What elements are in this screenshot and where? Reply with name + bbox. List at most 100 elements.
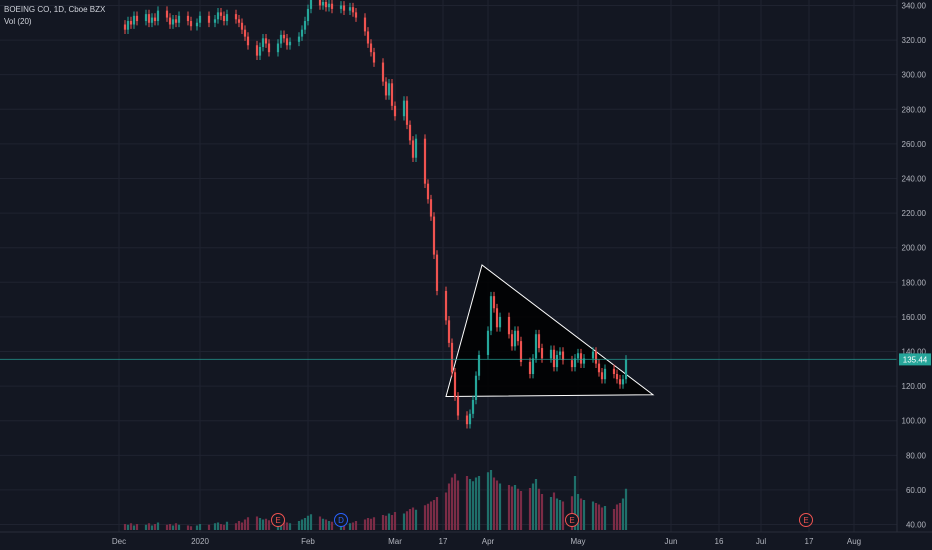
candle-body xyxy=(171,19,175,25)
candle-body xyxy=(255,45,259,56)
candle-body xyxy=(246,36,250,46)
y-tick-label: 200.00 xyxy=(902,244,927,253)
volume-bar xyxy=(582,500,586,530)
volume-bar xyxy=(297,521,301,530)
volume-bar xyxy=(423,505,427,530)
volume-bar xyxy=(240,522,244,530)
candle-body xyxy=(534,334,538,359)
candle-body xyxy=(237,19,241,23)
volume-bar xyxy=(492,477,496,530)
volume-bar xyxy=(405,511,409,530)
candle-body xyxy=(366,31,370,44)
candle-body xyxy=(435,254,439,291)
volume-bar xyxy=(246,517,250,530)
candle-body xyxy=(549,349,553,359)
volume-bar xyxy=(237,521,241,530)
volume-bar xyxy=(612,509,616,530)
volume-bar xyxy=(435,497,439,530)
volume-bar xyxy=(207,524,211,530)
candle-body xyxy=(555,354,559,368)
legend-symbol[interactable]: BOEING CO, 1D, Cboe BZX xyxy=(4,5,106,14)
volume-bar xyxy=(219,524,223,530)
candle-body xyxy=(369,43,373,53)
volume-bar xyxy=(309,514,313,530)
volume-bar xyxy=(471,481,475,530)
x-tick-label: Aug xyxy=(847,537,861,546)
volume-bar xyxy=(411,507,415,530)
y-tick-label: 300.00 xyxy=(902,71,927,80)
candle-body xyxy=(321,2,325,6)
volume-bar xyxy=(426,503,430,530)
candle-body xyxy=(387,83,391,96)
volume-bar xyxy=(306,515,310,530)
candle-body xyxy=(150,17,154,23)
volume-bar xyxy=(267,520,271,530)
volume-bar xyxy=(555,498,559,530)
volume-bar xyxy=(171,525,175,530)
candle-body xyxy=(189,21,193,27)
volume-bar xyxy=(558,500,562,530)
candle-body xyxy=(309,0,313,9)
candle-body xyxy=(234,14,238,20)
candle-body xyxy=(621,379,625,385)
candle-body xyxy=(351,7,355,13)
candle-body xyxy=(411,140,415,158)
volume-bar xyxy=(300,519,304,530)
y-tick-label: 120.00 xyxy=(902,382,927,391)
candle-body xyxy=(303,21,307,30)
volume-bar xyxy=(429,501,433,530)
y-tick-label: 180.00 xyxy=(902,278,927,287)
candle-body xyxy=(219,12,223,16)
candle-body xyxy=(558,351,562,355)
candle-body xyxy=(177,15,181,23)
volume-bar xyxy=(393,512,397,530)
candle-body xyxy=(135,15,139,22)
candle-body xyxy=(594,351,598,364)
time-axis[interactable]: Dec 2020 Feb Mar 17 Apr May Jun 16 Jul 17 Aug xyxy=(112,537,861,546)
legend-volume[interactable]: Vol (20) xyxy=(4,17,32,26)
volume-bar xyxy=(234,523,238,530)
candle-body xyxy=(531,358,535,375)
candle-body xyxy=(453,372,457,397)
candle-body xyxy=(156,10,160,22)
marker-label: D xyxy=(338,516,344,525)
candlestick-series xyxy=(123,0,628,429)
candle-body xyxy=(276,43,280,53)
candle-body xyxy=(423,138,427,184)
y-tick-label: 320.00 xyxy=(902,36,927,45)
volume-bar xyxy=(372,517,376,530)
volume-bar xyxy=(222,524,226,530)
triangle-pattern[interactable] xyxy=(445,264,655,398)
y-tick-label: 280.00 xyxy=(902,105,927,114)
volume-bar xyxy=(513,485,517,530)
candle-body xyxy=(390,83,394,106)
x-tick-label: Apr xyxy=(482,537,495,546)
candle-body xyxy=(243,29,247,37)
candle-body xyxy=(300,29,304,37)
volume-bar xyxy=(258,518,262,530)
candle-body xyxy=(603,368,607,380)
dividend-marker-icon xyxy=(334,513,348,527)
candle-body xyxy=(330,3,334,9)
volume-bar xyxy=(552,492,556,530)
candle-body xyxy=(573,358,577,368)
volume-bar xyxy=(621,498,625,530)
x-tick-label: 17 xyxy=(805,537,814,546)
volume-bar xyxy=(126,524,130,530)
volume-bar xyxy=(225,521,229,530)
candle-body xyxy=(444,290,448,321)
candle-body xyxy=(474,375,478,400)
marker-label: E xyxy=(803,516,808,525)
x-tick-label: 16 xyxy=(715,537,724,546)
candle-body xyxy=(510,334,514,347)
x-tick-label: Dec xyxy=(112,537,126,546)
candle-body xyxy=(393,105,397,117)
price-axis[interactable]: 340.00 320.00 300.00 280.00 260.00 240.00 220.… xyxy=(902,1,927,529)
volume-bar xyxy=(477,476,481,530)
volume-bar xyxy=(495,480,499,530)
candle-body xyxy=(402,100,406,117)
volume-bar xyxy=(327,521,331,530)
volume-bar xyxy=(453,473,457,530)
